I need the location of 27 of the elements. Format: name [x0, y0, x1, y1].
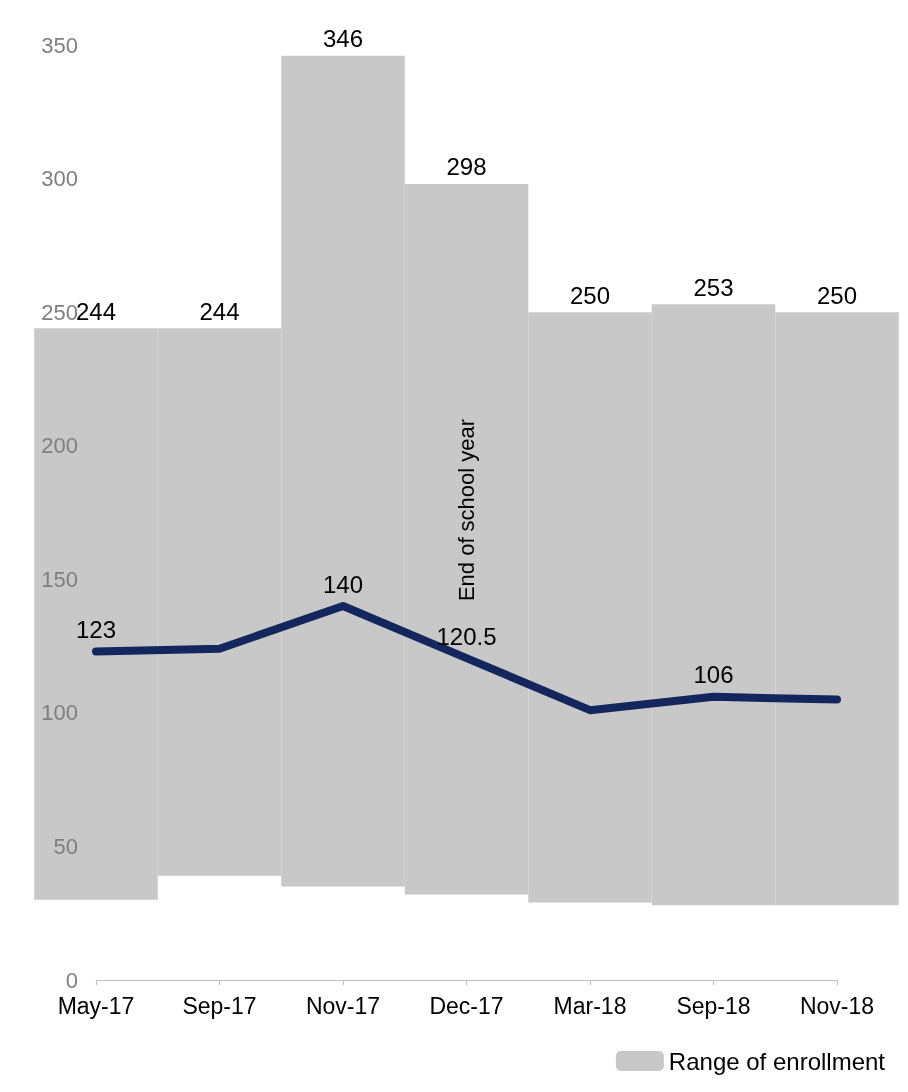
x-tick-label: Sep-18 — [676, 992, 751, 1019]
y-tick-label: 300 — [41, 166, 78, 192]
data-label: 140 — [322, 570, 364, 598]
x-tick-label: Mar-18 — [553, 992, 627, 1019]
data-label: 346 — [322, 25, 364, 53]
x-tick-label: Nov-17 — [305, 992, 381, 1019]
data-label: 123 — [75, 615, 117, 643]
x-tick-label: May-17 — [57, 992, 135, 1019]
data-label: 106 — [693, 661, 734, 689]
y-tick-label: 250 — [41, 299, 78, 325]
legend-label: Range of enrollment — [668, 1047, 886, 1075]
y-tick-label: 200 — [41, 433, 78, 459]
data-label: 253 — [693, 273, 734, 301]
x-tick-label: Nov-18 — [799, 992, 875, 1019]
data-label: 244 — [199, 297, 240, 325]
data-label: 298 — [446, 153, 487, 181]
annotation: End of school year — [453, 418, 479, 602]
y-tick-label: 50 — [53, 833, 78, 859]
x-tick-label: Dec-17 — [429, 992, 504, 1019]
y-tick-label: 350 — [41, 32, 78, 58]
data-label: 120.5 — [436, 622, 497, 650]
y-tick-label: 0 — [65, 967, 78, 993]
y-tick-label: 100 — [41, 700, 78, 726]
data-label: 250 — [569, 281, 611, 309]
x-tick-label: Sep-17 — [182, 992, 257, 1019]
data-label: 250 — [816, 281, 858, 309]
y-tick-label: 150 — [41, 566, 78, 592]
